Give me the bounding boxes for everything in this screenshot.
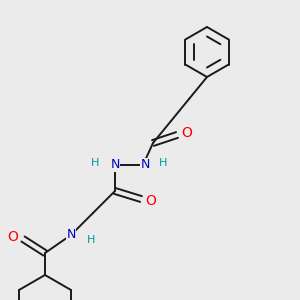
Text: N: N	[66, 229, 76, 242]
Text: O: O	[146, 194, 156, 208]
Text: N: N	[110, 158, 120, 172]
Text: O: O	[182, 126, 192, 140]
Text: H: H	[87, 235, 95, 245]
Text: N: N	[140, 158, 150, 172]
Text: O: O	[8, 230, 18, 244]
Text: H: H	[159, 158, 167, 168]
Text: H: H	[91, 158, 99, 168]
